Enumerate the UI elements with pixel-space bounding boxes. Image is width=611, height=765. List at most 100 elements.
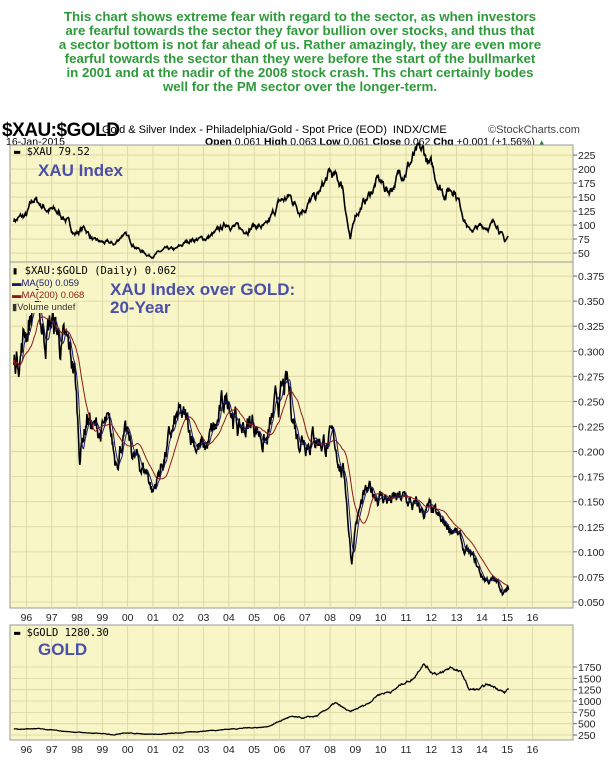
x-tick-label: 96 xyxy=(21,744,33,756)
x-tick-label: 04 xyxy=(223,744,235,756)
ratio-price-line xyxy=(13,279,510,597)
commentary-line: fearful towards the sector than they wer… xyxy=(64,51,536,66)
legend-gold-label: $GOLD 1280.30 xyxy=(26,627,109,639)
x-tick-label: 07 xyxy=(299,744,311,756)
x-tick-label: 00 xyxy=(122,744,134,756)
exchange: INDX/CME xyxy=(392,124,447,136)
y-tick-label: 225 xyxy=(578,150,596,162)
x-tick-label: 05 xyxy=(248,744,260,756)
x-tick-label: 06 xyxy=(274,744,286,756)
x-tick-label: 16 xyxy=(527,744,539,756)
y-tick-label: 75 xyxy=(578,234,590,246)
commentary-line: a sector bottom is not far ahead of us. … xyxy=(58,37,542,52)
x-tick-label: 08 xyxy=(324,744,336,756)
x-tick-label: 02 xyxy=(172,612,184,624)
y-tick-label: 200 xyxy=(578,164,596,176)
legend-volume: ▮Volume undef xyxy=(12,302,76,313)
x-tick-label: 10 xyxy=(375,744,387,756)
x-tick-label: 03 xyxy=(198,744,210,756)
x-tick-label: 97 xyxy=(46,612,58,624)
up-arrow-icon: ▲ xyxy=(537,138,546,147)
x-tick-label: 09 xyxy=(350,612,362,624)
x-tick-label: 15 xyxy=(501,612,513,624)
y-tick-label: 500 xyxy=(578,719,596,731)
y-tick-label: 1000 xyxy=(578,696,602,708)
x-tick-label: 14 xyxy=(476,612,488,624)
y-tick-label: 150 xyxy=(578,192,596,204)
commentary-line: are fearful towards the sector they favo… xyxy=(65,23,535,38)
panel-background xyxy=(9,624,574,741)
gold-price-line xyxy=(13,663,510,736)
x-tick-label: 13 xyxy=(451,612,463,624)
x-tick-label: 15 xyxy=(501,744,513,756)
chart-header-info: Gold & Silver Index - Philadelphia/Gold … xyxy=(102,124,447,136)
y-tick-label: 1750 xyxy=(578,662,602,674)
x-tick-label: 98 xyxy=(71,744,83,756)
y-tick-label: 125 xyxy=(578,206,596,218)
annotation-ratio-line: XAU Index over GOLD: xyxy=(110,280,296,299)
y-tick-label: 0.125 xyxy=(578,522,604,534)
x-tick-label: 05 xyxy=(248,612,260,624)
legend-ratio: ▮ $XAU:$GOLD (Daily) 0.062 xyxy=(12,265,177,277)
legend-xau-label: $XAU 79.52 xyxy=(26,146,90,158)
y-tick-label: 750 xyxy=(578,707,596,719)
legend-ma50: ▬MA(50) 0.059 xyxy=(12,278,80,289)
chart-description: Gold & Silver Index - Philadelphia/Gold … xyxy=(102,124,387,136)
y-tick-label: 0.350 xyxy=(578,296,604,308)
x-tick-label: 97 xyxy=(46,744,58,756)
ma200-line xyxy=(13,316,509,587)
x-tick-label: 01 xyxy=(147,744,159,756)
x-tick-label: 16 xyxy=(527,612,539,624)
legend-ma50-label: MA(50) 0.059 xyxy=(21,278,80,289)
x-tick-label: 06 xyxy=(274,612,286,624)
stockcharts-logo: ©StockCharts.com xyxy=(488,124,580,136)
y-tick-label: 0.150 xyxy=(578,497,604,509)
ma50-line xyxy=(13,297,509,593)
y-tick-label: 0.100 xyxy=(578,547,604,559)
x-tick-label: 07 xyxy=(299,612,311,624)
y-tick-label: 0.275 xyxy=(578,371,604,383)
y-tick-label: 100 xyxy=(578,220,596,232)
y-tick-label: 0.375 xyxy=(578,271,604,283)
x-tick-label: 02 xyxy=(172,744,184,756)
commentary: This chart shows extreme fear with regar… xyxy=(30,10,570,94)
x-tick-label: 96 xyxy=(21,612,33,624)
y-tick-label: 0.050 xyxy=(578,597,604,609)
commentary-line: in 2001 and at the nadir of the 2008 sto… xyxy=(66,65,534,80)
y-tick-label: 0.325 xyxy=(578,321,604,333)
x-tick-label: 12 xyxy=(425,744,437,756)
y-tick-label: 1500 xyxy=(578,673,602,685)
y-tick-label: 175 xyxy=(578,178,596,190)
x-tick-label: 08 xyxy=(324,612,336,624)
x-tick-label: 03 xyxy=(198,612,210,624)
x-tick-label: 14 xyxy=(476,744,488,756)
x-tick-label: 10 xyxy=(375,612,387,624)
x-tick-label: 13 xyxy=(451,744,463,756)
y-tick-label: 1250 xyxy=(578,685,602,697)
x-tick-label: 98 xyxy=(71,612,83,624)
panel-background xyxy=(9,261,574,609)
x-tick-label: 09 xyxy=(350,744,362,756)
y-tick-label: 0.200 xyxy=(578,447,604,459)
x-tick-label: 99 xyxy=(97,612,109,624)
x-tick-label: 01 xyxy=(147,612,159,624)
x-tick-label: 11 xyxy=(401,612,412,624)
legend-gold: ▬ $GOLD 1280.30 xyxy=(14,627,109,639)
y-tick-label: 0.250 xyxy=(578,396,604,408)
annotation-ratio: XAU Index over GOLD: 20-Year xyxy=(110,281,295,317)
chart-symbol: $XAU:$GOLD xyxy=(2,120,120,141)
x-tick-label: 04 xyxy=(223,612,235,624)
legend-volume-label: Volume undef xyxy=(17,302,76,313)
x-tick-label: 99 xyxy=(97,744,109,756)
y-tick-label: 0.075 xyxy=(578,572,604,584)
commentary-line: well for the PM sector over the longer-t… xyxy=(162,79,438,94)
legend-xau: ▬ $XAU 79.52 xyxy=(14,146,90,158)
y-tick-label: 0.300 xyxy=(578,346,604,358)
legend-ma200-label: MA(200) 0.068 xyxy=(21,290,85,301)
x-tick-label: 12 xyxy=(425,612,437,624)
y-tick-label: 0.175 xyxy=(578,472,604,484)
annotation-ratio-line: 20-Year xyxy=(110,298,171,317)
y-tick-label: 0.225 xyxy=(578,421,604,433)
annotation-xau: XAU Index xyxy=(38,161,124,180)
